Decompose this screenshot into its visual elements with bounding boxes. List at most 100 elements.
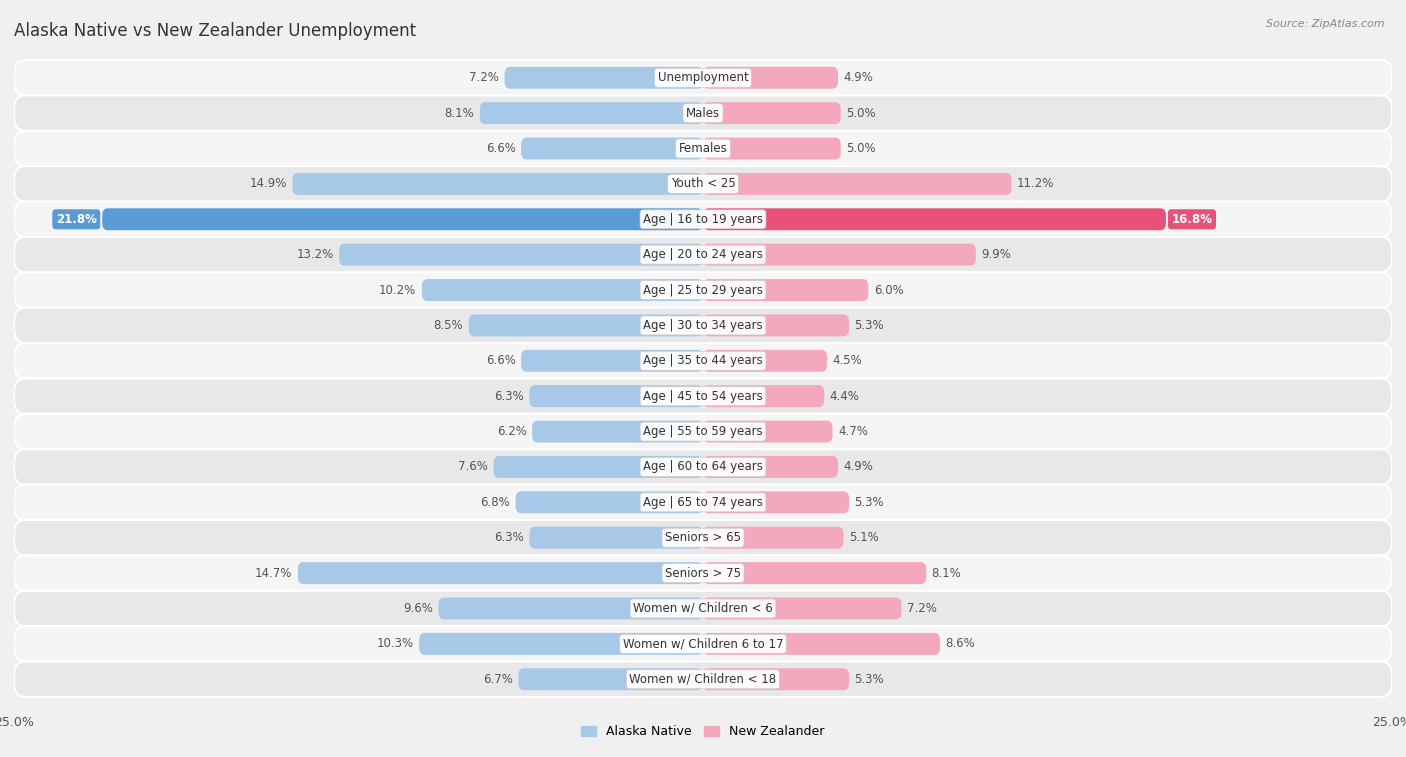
- FancyBboxPatch shape: [14, 95, 1392, 131]
- FancyBboxPatch shape: [419, 633, 703, 655]
- Text: 4.5%: 4.5%: [832, 354, 862, 367]
- Text: 6.3%: 6.3%: [494, 531, 524, 544]
- FancyBboxPatch shape: [14, 60, 1392, 95]
- Text: Females: Females: [679, 142, 727, 155]
- Text: 14.7%: 14.7%: [254, 566, 292, 580]
- FancyBboxPatch shape: [14, 449, 1392, 484]
- FancyBboxPatch shape: [703, 456, 838, 478]
- FancyBboxPatch shape: [505, 67, 703, 89]
- Text: 4.9%: 4.9%: [844, 71, 873, 84]
- FancyBboxPatch shape: [703, 102, 841, 124]
- FancyBboxPatch shape: [530, 527, 703, 549]
- FancyBboxPatch shape: [14, 308, 1392, 343]
- Text: 6.6%: 6.6%: [485, 354, 516, 367]
- Text: Women w/ Children 6 to 17: Women w/ Children 6 to 17: [623, 637, 783, 650]
- FancyBboxPatch shape: [703, 491, 849, 513]
- Text: 7.2%: 7.2%: [470, 71, 499, 84]
- Text: 11.2%: 11.2%: [1017, 177, 1054, 191]
- FancyBboxPatch shape: [519, 668, 703, 690]
- FancyBboxPatch shape: [14, 131, 1392, 167]
- Legend: Alaska Native, New Zealander: Alaska Native, New Zealander: [576, 721, 830, 743]
- FancyBboxPatch shape: [14, 237, 1392, 273]
- FancyBboxPatch shape: [14, 201, 1392, 237]
- FancyBboxPatch shape: [14, 414, 1392, 449]
- Text: 6.2%: 6.2%: [496, 425, 527, 438]
- Text: 9.6%: 9.6%: [404, 602, 433, 615]
- FancyBboxPatch shape: [530, 385, 703, 407]
- Text: Age | 35 to 44 years: Age | 35 to 44 years: [643, 354, 763, 367]
- FancyBboxPatch shape: [703, 138, 841, 160]
- Text: 6.0%: 6.0%: [875, 284, 904, 297]
- FancyBboxPatch shape: [703, 67, 838, 89]
- Text: 4.9%: 4.9%: [844, 460, 873, 473]
- Text: 8.5%: 8.5%: [433, 319, 463, 332]
- Text: 5.3%: 5.3%: [855, 673, 884, 686]
- FancyBboxPatch shape: [522, 138, 703, 160]
- FancyBboxPatch shape: [703, 527, 844, 549]
- FancyBboxPatch shape: [703, 173, 1012, 195]
- Text: 7.6%: 7.6%: [458, 460, 488, 473]
- FancyBboxPatch shape: [422, 279, 703, 301]
- FancyBboxPatch shape: [14, 520, 1392, 556]
- Text: 5.1%: 5.1%: [849, 531, 879, 544]
- Text: 5.0%: 5.0%: [846, 142, 876, 155]
- FancyBboxPatch shape: [516, 491, 703, 513]
- FancyBboxPatch shape: [14, 378, 1392, 414]
- FancyBboxPatch shape: [103, 208, 703, 230]
- FancyBboxPatch shape: [339, 244, 703, 266]
- Text: Source: ZipAtlas.com: Source: ZipAtlas.com: [1267, 19, 1385, 29]
- FancyBboxPatch shape: [494, 456, 703, 478]
- Text: 4.7%: 4.7%: [838, 425, 868, 438]
- Text: 10.2%: 10.2%: [380, 284, 416, 297]
- FancyBboxPatch shape: [468, 314, 703, 336]
- FancyBboxPatch shape: [479, 102, 703, 124]
- Text: Age | 20 to 24 years: Age | 20 to 24 years: [643, 248, 763, 261]
- FancyBboxPatch shape: [14, 484, 1392, 520]
- FancyBboxPatch shape: [14, 662, 1392, 697]
- FancyBboxPatch shape: [292, 173, 703, 195]
- Text: 5.3%: 5.3%: [855, 496, 884, 509]
- FancyBboxPatch shape: [703, 279, 869, 301]
- FancyBboxPatch shape: [703, 244, 976, 266]
- Text: Seniors > 75: Seniors > 75: [665, 566, 741, 580]
- Text: Age | 30 to 34 years: Age | 30 to 34 years: [643, 319, 763, 332]
- FancyBboxPatch shape: [522, 350, 703, 372]
- FancyBboxPatch shape: [14, 343, 1392, 378]
- Text: 8.1%: 8.1%: [444, 107, 474, 120]
- Text: Age | 65 to 74 years: Age | 65 to 74 years: [643, 496, 763, 509]
- Text: 16.8%: 16.8%: [1171, 213, 1212, 226]
- Text: Males: Males: [686, 107, 720, 120]
- Text: Age | 16 to 19 years: Age | 16 to 19 years: [643, 213, 763, 226]
- FancyBboxPatch shape: [703, 421, 832, 443]
- Text: 5.0%: 5.0%: [846, 107, 876, 120]
- FancyBboxPatch shape: [14, 556, 1392, 590]
- Text: Youth < 25: Youth < 25: [671, 177, 735, 191]
- Text: 6.6%: 6.6%: [485, 142, 516, 155]
- Text: 6.7%: 6.7%: [484, 673, 513, 686]
- FancyBboxPatch shape: [703, 385, 824, 407]
- FancyBboxPatch shape: [14, 626, 1392, 662]
- FancyBboxPatch shape: [703, 597, 901, 619]
- Text: Alaska Native vs New Zealander Unemployment: Alaska Native vs New Zealander Unemploym…: [14, 22, 416, 40]
- FancyBboxPatch shape: [703, 633, 941, 655]
- FancyBboxPatch shape: [703, 208, 1166, 230]
- Text: Age | 45 to 54 years: Age | 45 to 54 years: [643, 390, 763, 403]
- Text: 6.8%: 6.8%: [481, 496, 510, 509]
- FancyBboxPatch shape: [14, 167, 1392, 201]
- FancyBboxPatch shape: [531, 421, 703, 443]
- FancyBboxPatch shape: [703, 350, 827, 372]
- Text: 8.6%: 8.6%: [945, 637, 976, 650]
- Text: 8.1%: 8.1%: [932, 566, 962, 580]
- FancyBboxPatch shape: [703, 562, 927, 584]
- FancyBboxPatch shape: [439, 597, 703, 619]
- FancyBboxPatch shape: [703, 668, 849, 690]
- FancyBboxPatch shape: [703, 314, 849, 336]
- Text: 5.3%: 5.3%: [855, 319, 884, 332]
- Text: Seniors > 65: Seniors > 65: [665, 531, 741, 544]
- Text: 21.8%: 21.8%: [56, 213, 97, 226]
- Text: Women w/ Children < 18: Women w/ Children < 18: [630, 673, 776, 686]
- Text: 9.9%: 9.9%: [981, 248, 1011, 261]
- FancyBboxPatch shape: [298, 562, 703, 584]
- Text: Unemployment: Unemployment: [658, 71, 748, 84]
- Text: Age | 60 to 64 years: Age | 60 to 64 years: [643, 460, 763, 473]
